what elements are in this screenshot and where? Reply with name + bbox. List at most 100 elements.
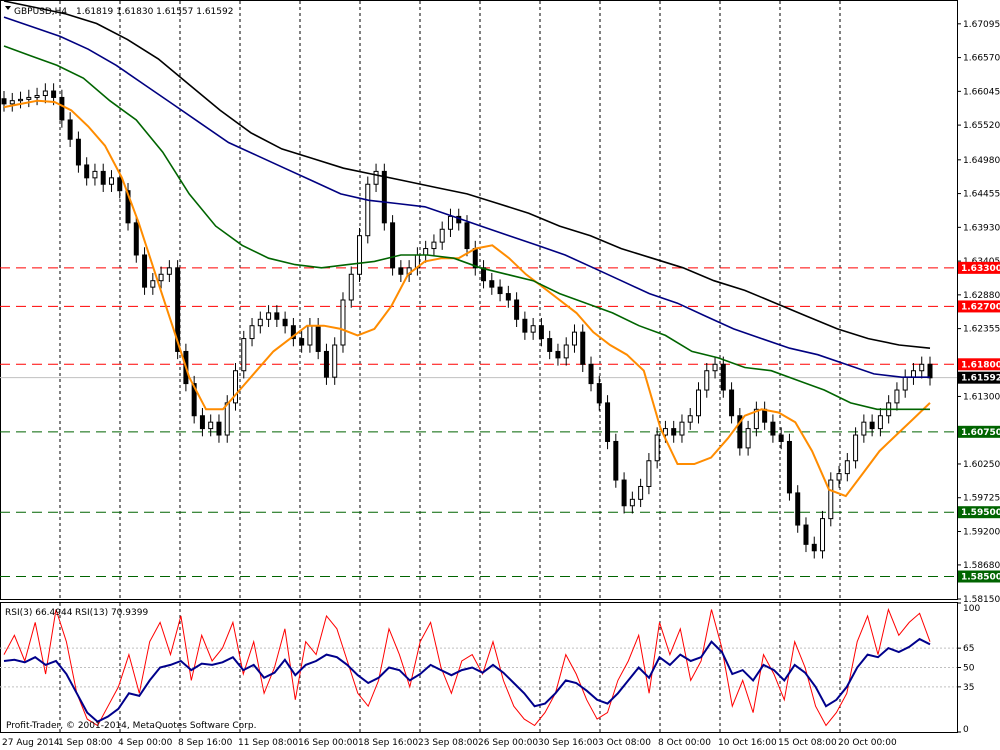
candle-body <box>786 440 792 494</box>
moving-averages <box>3 0 931 498</box>
y-tick-label: 1.62880 <box>963 291 1000 301</box>
candle-body <box>820 518 826 552</box>
candle-body <box>803 524 809 545</box>
y-tick-label: 1.59725 <box>963 494 1000 504</box>
candle-body <box>489 280 495 288</box>
x-tick-label: 23 Sep 08:00 <box>418 738 478 748</box>
candle-body <box>423 248 429 256</box>
copyright-text: Profit-Trader, © 2001-2014, MetaQuotes S… <box>6 721 256 731</box>
rsi3-line <box>3 607 931 727</box>
candle-body <box>687 415 693 423</box>
candle-body <box>464 222 470 250</box>
candle-body <box>348 273 354 301</box>
candle-body <box>224 402 230 436</box>
resistance-badge <box>958 358 1000 371</box>
x-tick-label: 18 Sep 16:00 <box>358 738 418 748</box>
y-tick-label: 1.61300 <box>963 392 1000 402</box>
candle-body <box>902 376 908 391</box>
support-badge-label: 1.58500 <box>961 572 1000 582</box>
y-tick-label: 1.58680 <box>963 561 1000 571</box>
candle-body <box>166 267 172 275</box>
candle-body <box>108 177 114 185</box>
candle-body <box>323 350 329 378</box>
candle-body <box>745 428 751 449</box>
candle-body <box>340 299 346 346</box>
y-tick-label: 1.65520 <box>963 121 1000 131</box>
candle-body <box>910 370 916 378</box>
candle-body <box>629 498 635 507</box>
candle-body <box>18 98 24 102</box>
candle-body <box>621 479 627 507</box>
x-tick-label: 15 Oct 08:00 <box>778 738 837 748</box>
price-candles <box>1 83 933 559</box>
candle-body <box>9 100 15 105</box>
candle-body <box>357 235 363 275</box>
candle-body <box>571 331 577 346</box>
rsi13-label: RSI(13) 70.9399 <box>75 608 148 618</box>
current-price-badge <box>958 371 1000 384</box>
x-tick-label: 8 Sep 16:00 <box>178 738 233 748</box>
candle-body <box>447 215 453 230</box>
resistance-badge-label: 1.61800 <box>961 360 1000 370</box>
candle-body <box>266 312 272 320</box>
y-tick-label: 1.67095 <box>963 20 1000 30</box>
price-panel[interactable] <box>0 0 958 600</box>
candle-body <box>514 299 520 320</box>
rsi13-line <box>3 637 931 723</box>
candle-body <box>381 170 387 224</box>
candle-body <box>563 344 569 359</box>
x-tick-label: 10 Oct 16:00 <box>718 738 777 748</box>
candle-body <box>191 383 197 417</box>
candle-body <box>712 363 718 372</box>
y-tick-label: 1.66570 <box>963 54 1000 64</box>
candle-body <box>762 408 768 423</box>
rsi-lines <box>3 607 931 727</box>
candle-body <box>580 331 586 365</box>
ema_mid-line <box>3 45 930 411</box>
candle-body <box>26 96 32 100</box>
chart-menu-triangle-icon[interactable] <box>5 6 11 10</box>
candle-body <box>315 325 321 352</box>
candle-body <box>365 183 371 237</box>
candle-body <box>538 325 544 340</box>
candle-body <box>373 170 379 185</box>
candle-body <box>257 318 263 327</box>
candle-body <box>836 473 842 481</box>
price-level-badges: 1.63300 1.62700 1.61800 1.60750 1.59500 1.585… <box>958 261 1000 583</box>
candle-body <box>729 389 735 417</box>
candle-body <box>522 318 528 333</box>
x-tick-label: 3 Oct 08:00 <box>598 738 651 748</box>
candle-body <box>753 408 759 430</box>
candle-body <box>34 95 40 98</box>
candle-body <box>704 370 710 391</box>
candle-body <box>505 293 511 301</box>
candle-body <box>588 363 594 385</box>
candle-body <box>398 267 404 275</box>
candle-body <box>125 190 131 224</box>
candle-body <box>811 543 817 552</box>
candle-body <box>720 363 726 391</box>
x-tick-label: 27 Aug 2014 <box>2 738 60 748</box>
candle-body <box>737 415 743 449</box>
candle-body <box>894 389 900 404</box>
candle-body <box>274 312 280 320</box>
ema_long-line <box>3 0 931 349</box>
resistance-badge-label: 1.62700 <box>961 302 1000 312</box>
candle-body <box>861 421 867 436</box>
candle-body <box>216 421 222 436</box>
support-badge-label: 1.60750 <box>961 428 1000 438</box>
candle-body <box>877 415 883 430</box>
y-tick-label: 1.64980 <box>963 156 1000 166</box>
candle-body <box>59 96 65 121</box>
rsi-axis: 100 65 50 35 0 <box>957 602 980 735</box>
candle-body <box>332 344 338 378</box>
candle-body <box>117 177 123 192</box>
support-badge-label: 1.59500 <box>961 508 1000 518</box>
y-tick-label: 1.59200 <box>963 527 1000 537</box>
rsi-tick-label: 100 <box>963 604 980 614</box>
candle-body <box>869 421 875 430</box>
y-tick-label: 1.62355 <box>963 325 1000 335</box>
support-badge <box>958 570 1000 583</box>
